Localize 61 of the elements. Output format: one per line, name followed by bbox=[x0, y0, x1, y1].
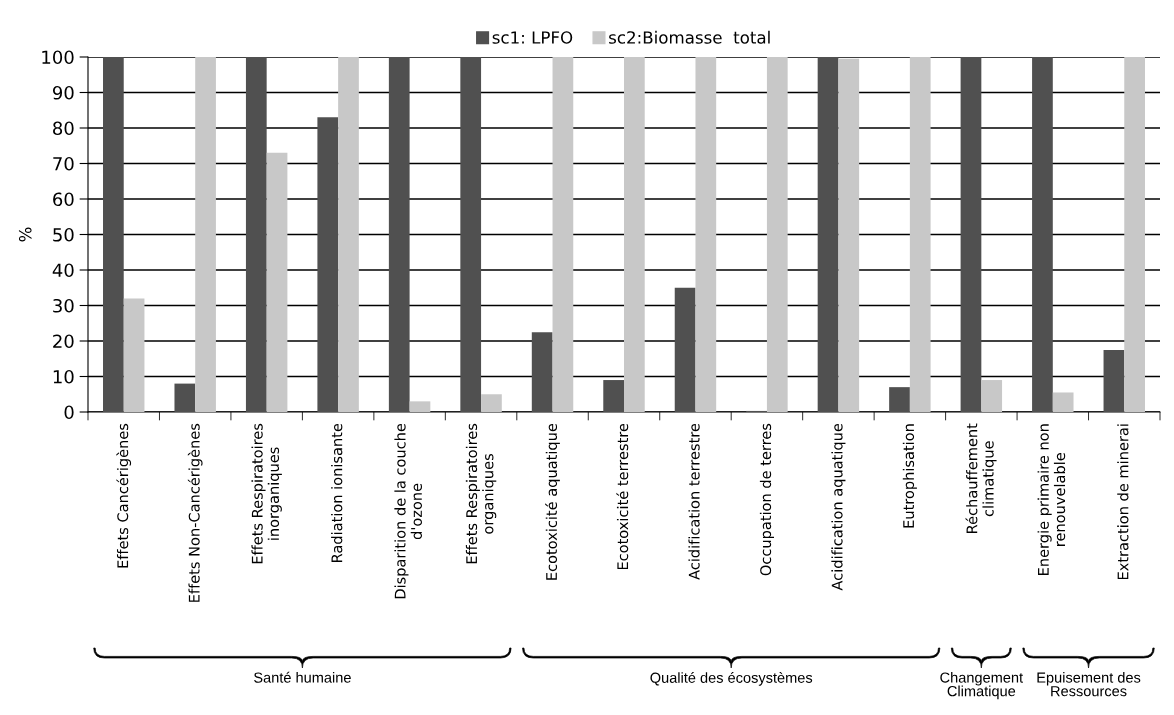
bar bbox=[674, 287, 696, 412]
bar bbox=[481, 394, 502, 412]
bar bbox=[817, 57, 839, 412]
x-tick-label: Radiation ionisante bbox=[331, 423, 343, 562]
x-tick-label: Effets Non-Cancérigènes bbox=[187, 423, 203, 602]
y-tick-label: 10 bbox=[53, 369, 74, 384]
bar bbox=[123, 298, 145, 412]
bar bbox=[409, 401, 431, 412]
x-tick-label: Extraction de minerai bbox=[1117, 424, 1129, 580]
bar bbox=[460, 57, 482, 412]
text: Santé humaine bbox=[254, 671, 351, 683]
bar bbox=[981, 380, 1003, 412]
bar bbox=[603, 380, 624, 412]
legend-label: sc1: LPFO bbox=[492, 31, 573, 44]
bar bbox=[245, 57, 267, 412]
y-tick-label: 90 bbox=[52, 85, 74, 100]
y-tick-label: 0 bbox=[64, 405, 74, 420]
x-tick-label: Réchauffement climatique bbox=[965, 423, 997, 533]
bar bbox=[195, 57, 216, 412]
y-axis-title: % bbox=[18, 227, 32, 242]
x-tick-label: Ecotoxicité terrestre bbox=[616, 423, 629, 570]
bar bbox=[552, 57, 574, 412]
text: Changement Climatique bbox=[940, 672, 1023, 700]
bar bbox=[1103, 349, 1125, 412]
x-tick-label: Disparition de la couche d'ozone bbox=[394, 423, 422, 599]
bar bbox=[338, 57, 359, 412]
bar bbox=[889, 387, 910, 412]
y-tick-label: 40 bbox=[52, 263, 74, 278]
y-tick-label: 60 bbox=[53, 192, 74, 207]
x-tick-label: Acidification aquatique bbox=[831, 423, 846, 591]
bar bbox=[388, 57, 410, 412]
legend-label: sc2:Biomasse total bbox=[609, 30, 770, 44]
bar bbox=[960, 57, 982, 412]
x-tick-label: Ecotoxicité aquatique bbox=[545, 423, 560, 580]
bar bbox=[695, 57, 717, 412]
y-tick-label: 20 bbox=[53, 334, 74, 349]
y-tick-label: 30 bbox=[53, 298, 74, 313]
y-tick-label: 70 bbox=[53, 156, 74, 171]
bar bbox=[531, 332, 553, 412]
x-tick-label: Occupation de terres bbox=[759, 423, 774, 576]
bar bbox=[1052, 392, 1074, 412]
x-tick-label: Effets Cancérigènes bbox=[116, 423, 132, 568]
x-tick-label: Energie primaire non renouvelable bbox=[1037, 424, 1066, 575]
y-tick-label: 100 bbox=[42, 50, 74, 65]
bar bbox=[909, 57, 931, 412]
bar bbox=[103, 57, 124, 412]
y-tick-label: 80 bbox=[53, 121, 74, 136]
bar bbox=[1032, 57, 1053, 412]
bar bbox=[317, 117, 339, 412]
bar bbox=[1124, 57, 1145, 412]
bar bbox=[174, 383, 196, 412]
x-tick-label: Acidification terrestre bbox=[688, 423, 700, 580]
x-tick-label: Eutrophisation bbox=[902, 424, 917, 528]
bar bbox=[766, 57, 788, 412]
text: Epuisement des Ressources bbox=[1037, 672, 1141, 697]
bar bbox=[266, 152, 288, 412]
bar bbox=[624, 57, 645, 412]
text: Qualité des écosystèmes bbox=[650, 672, 813, 686]
x-tick-label: Effets Respiratoires inorganiques bbox=[251, 423, 282, 564]
bar bbox=[838, 58, 860, 412]
y-tick-label: 50 bbox=[53, 227, 74, 242]
